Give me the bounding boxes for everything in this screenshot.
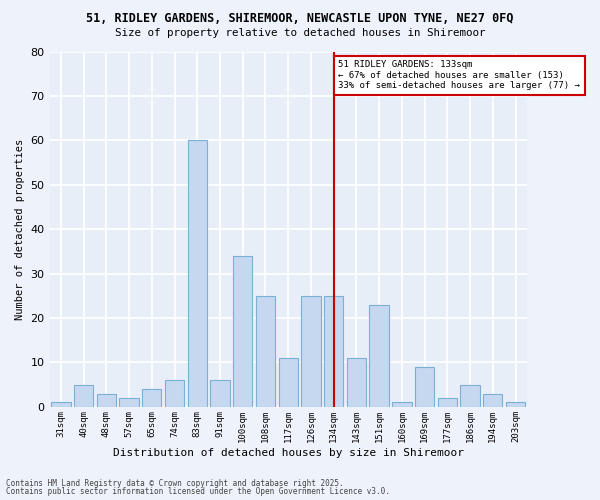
Bar xyxy=(301,296,320,407)
Y-axis label: Number of detached properties: Number of detached properties xyxy=(15,138,25,320)
Bar xyxy=(142,389,161,407)
Bar xyxy=(188,140,207,407)
Text: Contains public sector information licensed under the Open Government Licence v3: Contains public sector information licen… xyxy=(6,487,390,496)
Bar xyxy=(483,394,502,407)
Bar xyxy=(370,304,389,407)
Bar xyxy=(415,367,434,407)
Text: Contains HM Land Registry data © Crown copyright and database right 2025.: Contains HM Land Registry data © Crown c… xyxy=(6,478,344,488)
Text: 51 RIDLEY GARDENS: 133sqm
← 67% of detached houses are smaller (153)
33% of semi: 51 RIDLEY GARDENS: 133sqm ← 67% of detac… xyxy=(338,60,580,90)
Bar xyxy=(74,384,94,407)
Bar xyxy=(392,402,412,407)
Text: Size of property relative to detached houses in Shiremoor: Size of property relative to detached ho… xyxy=(115,28,485,38)
Bar xyxy=(119,398,139,407)
Bar xyxy=(324,296,343,407)
Bar xyxy=(165,380,184,407)
Bar xyxy=(97,394,116,407)
Bar xyxy=(460,384,480,407)
Bar xyxy=(437,398,457,407)
Bar xyxy=(256,296,275,407)
Bar xyxy=(51,402,71,407)
Bar xyxy=(347,358,366,407)
Bar xyxy=(211,380,230,407)
Bar xyxy=(233,256,253,407)
Bar xyxy=(506,402,525,407)
X-axis label: Distribution of detached houses by size in Shiremoor: Distribution of detached houses by size … xyxy=(113,448,464,458)
Bar xyxy=(278,358,298,407)
Text: 51, RIDLEY GARDENS, SHIREMOOR, NEWCASTLE UPON TYNE, NE27 0FQ: 51, RIDLEY GARDENS, SHIREMOOR, NEWCASTLE… xyxy=(86,12,514,26)
